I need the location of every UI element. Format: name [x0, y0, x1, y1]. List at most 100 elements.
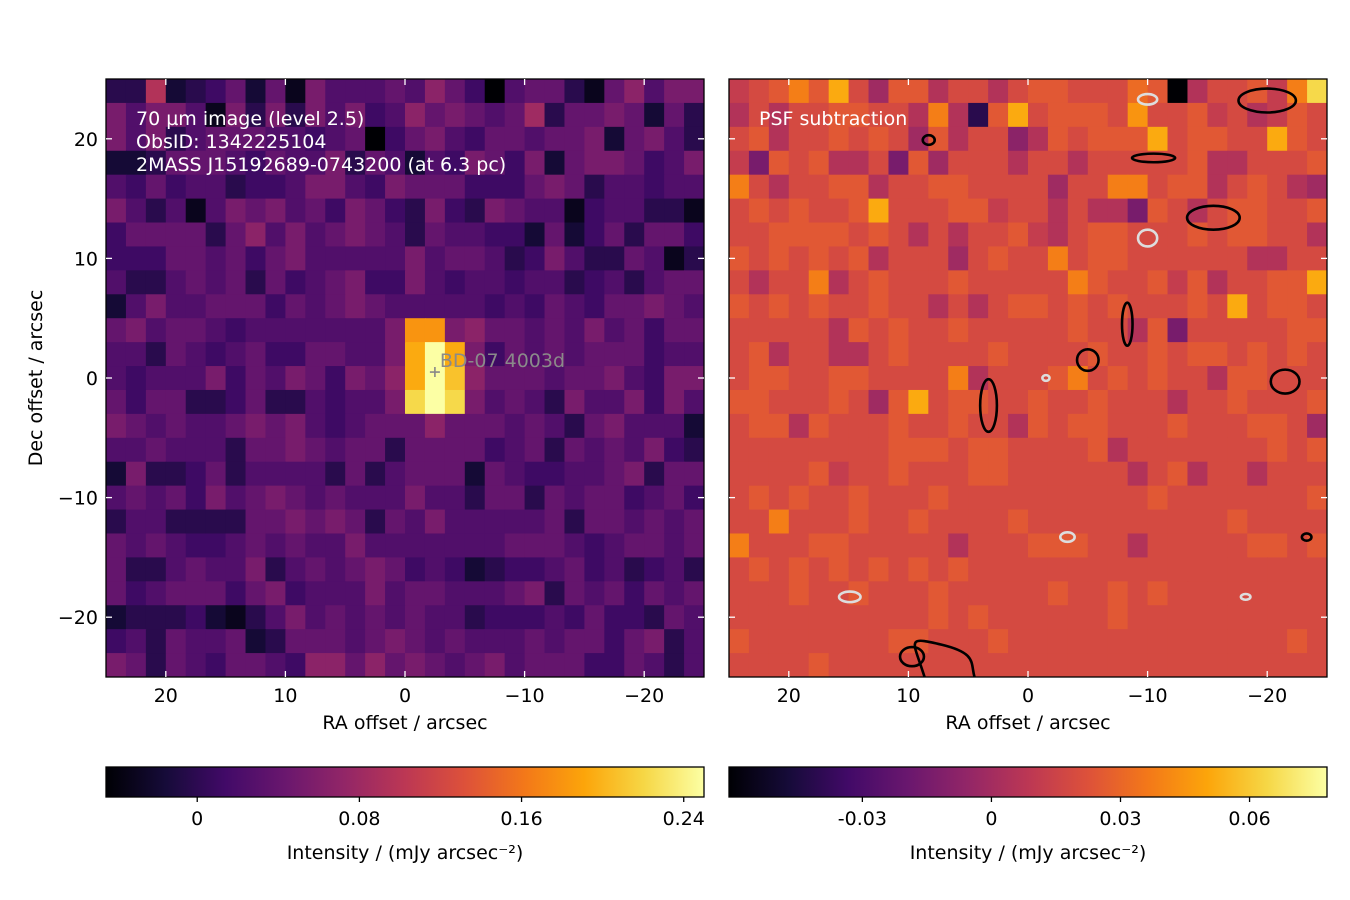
heatmap-cell — [1127, 246, 1149, 271]
heatmap-cell — [165, 557, 187, 582]
heatmap-cell — [928, 294, 949, 319]
heatmap-cell — [125, 533, 147, 558]
heatmap-cell — [828, 318, 850, 343]
heatmap-cell — [624, 437, 645, 463]
heatmap-cell — [365, 198, 386, 224]
heatmap-cell — [1028, 581, 1049, 606]
heatmap-cell — [345, 126, 366, 152]
heatmap-cell — [325, 174, 346, 200]
contour-line — [1185, 204, 1241, 231]
heatmap-cell — [908, 413, 929, 439]
heatmap-cell — [185, 509, 207, 535]
heatmap-cell — [808, 366, 830, 391]
heatmap-cell — [424, 102, 446, 128]
heatmap-cell — [1307, 270, 1327, 295]
heatmap-cell — [1107, 581, 1129, 606]
heatmap-cell — [584, 557, 605, 582]
heatmap-cell — [564, 318, 585, 343]
heatmap-cell — [1207, 437, 1228, 463]
heatmap-cell — [365, 389, 386, 415]
heatmap-cell — [1207, 509, 1228, 535]
heatmap-cell — [928, 509, 949, 535]
heatmap-cell — [1307, 222, 1327, 248]
heatmap-cell — [1287, 222, 1308, 248]
heatmap-cell — [1227, 533, 1248, 558]
heatmap-cell — [644, 150, 665, 176]
heatmap-cell — [1227, 605, 1248, 630]
heatmap-cell — [868, 653, 890, 677]
heatmap-cell — [1028, 174, 1049, 200]
heatmap-cell — [524, 270, 546, 295]
heatmap-cell — [604, 246, 625, 271]
heatmap-cell — [145, 389, 167, 415]
heatmap-cell — [524, 653, 546, 677]
heatmap-cell — [624, 79, 645, 104]
heatmap-cell — [1147, 509, 1169, 535]
heatmap-cell — [504, 79, 526, 104]
heatmap-cell — [385, 79, 406, 104]
heatmap-cell — [1247, 533, 1268, 558]
heatmap-cell — [285, 653, 306, 677]
heatmap-cell — [1167, 629, 1189, 654]
heatmap-cell — [1067, 413, 1089, 439]
heatmap-cell — [888, 318, 909, 343]
heatmap-cell — [868, 437, 890, 463]
heatmap-cell — [888, 126, 909, 152]
heatmap-cell — [788, 653, 810, 677]
heatmap-cell — [1028, 437, 1049, 463]
heatmap-cell — [988, 413, 1009, 439]
heatmap-cell — [305, 557, 326, 582]
heatmap-cell — [1227, 174, 1248, 200]
heatmap-cell — [365, 605, 386, 630]
heatmap-cell — [504, 557, 526, 582]
heatmap-cell — [624, 629, 645, 654]
heatmap-cell — [748, 102, 770, 128]
heatmap-cell — [684, 318, 704, 343]
heatmap-cell — [888, 79, 909, 104]
heatmap-cell — [564, 102, 585, 128]
y-tick-label: −10 — [58, 488, 98, 510]
heatmap-cell — [848, 198, 870, 224]
heatmap-cell — [524, 294, 546, 319]
heatmap-cell — [908, 150, 929, 176]
heatmap-cell — [1028, 629, 1049, 654]
heatmap-cell — [205, 294, 227, 319]
heatmap-cell — [1107, 533, 1129, 558]
heatmap-cell — [624, 150, 645, 176]
heatmap-cell — [1247, 294, 1268, 319]
heatmap-cell — [345, 437, 366, 463]
heatmap-cell — [808, 150, 830, 176]
heatmap-cell — [405, 198, 426, 224]
heatmap-cell — [345, 461, 366, 487]
heatmap-cell — [345, 342, 366, 367]
heatmap-cell — [948, 126, 969, 152]
heatmap-cell — [868, 79, 890, 104]
heatmap-cell — [524, 126, 546, 152]
heatmap-cell — [424, 389, 446, 415]
heatmap-cell — [1067, 79, 1089, 104]
heatmap-cell — [524, 79, 546, 104]
heatmap-cell — [325, 581, 346, 606]
heatmap-cell — [748, 126, 770, 152]
image-panel-70um: 70 µm image (level 2.5)ObsID: 1342225104… — [25, 78, 705, 734]
heatmap-cell — [385, 222, 406, 248]
heatmap-cell — [684, 102, 704, 128]
heatmap-cell — [808, 222, 830, 248]
heatmap-cell — [125, 366, 147, 391]
heatmap-cell — [729, 653, 750, 677]
heatmap-cell — [1307, 509, 1327, 535]
heatmap-cell — [1227, 366, 1248, 391]
colorbar-tick-label: 0.16 — [500, 808, 542, 830]
heatmap-cell — [888, 533, 909, 558]
heatmap-cell — [464, 437, 486, 463]
heatmap-cell — [225, 413, 247, 439]
heatmap-cell — [1008, 126, 1029, 152]
heatmap-cell — [664, 246, 685, 271]
heatmap-cell — [345, 246, 366, 271]
heatmap-cell — [504, 485, 526, 511]
heatmap-cell — [1227, 294, 1248, 319]
heatmap-cell — [1187, 79, 1208, 104]
heatmap-cell — [1087, 150, 1109, 176]
heatmap-cell — [868, 461, 890, 487]
heatmap-cell — [106, 246, 127, 271]
